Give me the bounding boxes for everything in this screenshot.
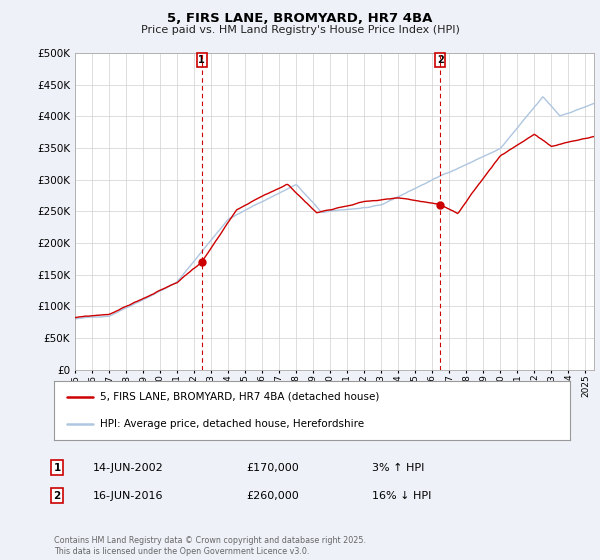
Text: Price paid vs. HM Land Registry's House Price Index (HPI): Price paid vs. HM Land Registry's House … — [140, 25, 460, 35]
Text: Contains HM Land Registry data © Crown copyright and database right 2025.
This d: Contains HM Land Registry data © Crown c… — [54, 536, 366, 556]
Text: 5, FIRS LANE, BROMYARD, HR7 4BA: 5, FIRS LANE, BROMYARD, HR7 4BA — [167, 12, 433, 25]
Text: 3% ↑ HPI: 3% ↑ HPI — [372, 463, 424, 473]
Text: HPI: Average price, detached house, Herefordshire: HPI: Average price, detached house, Here… — [100, 419, 365, 429]
Text: 2: 2 — [53, 491, 61, 501]
Text: 5, FIRS LANE, BROMYARD, HR7 4BA (detached house): 5, FIRS LANE, BROMYARD, HR7 4BA (detache… — [100, 391, 380, 402]
Text: £260,000: £260,000 — [246, 491, 299, 501]
Text: 16-JUN-2016: 16-JUN-2016 — [93, 491, 163, 501]
Text: 2: 2 — [437, 55, 443, 65]
Text: £170,000: £170,000 — [246, 463, 299, 473]
Text: 16% ↓ HPI: 16% ↓ HPI — [372, 491, 431, 501]
Text: 1: 1 — [53, 463, 61, 473]
Text: 1: 1 — [199, 55, 205, 65]
Text: 14-JUN-2002: 14-JUN-2002 — [93, 463, 164, 473]
